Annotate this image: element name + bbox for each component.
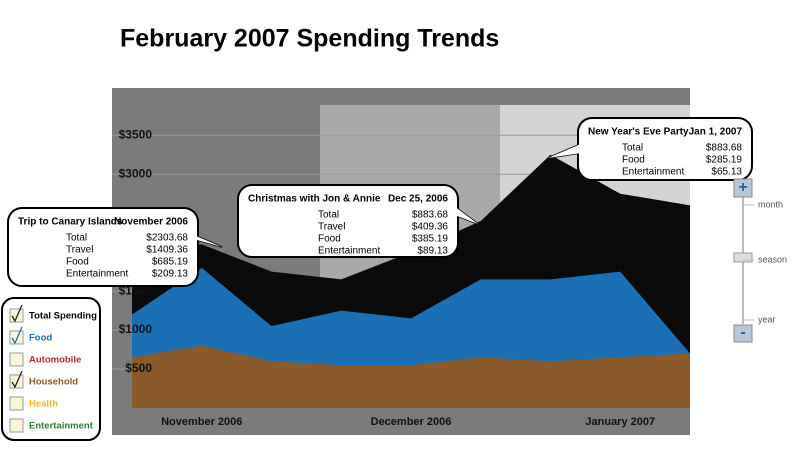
- x-tick-label: December 2006: [371, 416, 452, 428]
- callout-row-label: Food: [66, 257, 89, 268]
- callout-row-value: $285.19: [706, 155, 743, 166]
- callout-row-label: Total: [318, 210, 339, 221]
- callout-row-value: $685.19: [152, 257, 189, 268]
- legend-checkbox[interactable]: [9, 308, 24, 323]
- callout-row-label: Travel: [318, 222, 345, 233]
- callout-row-label: Food: [622, 155, 645, 166]
- callout-row-value: $1409.36: [146, 245, 188, 256]
- legend-checkbox[interactable]: [9, 418, 24, 433]
- x-tick-label: November 2006: [161, 416, 242, 428]
- callout-title: Trip to Canary Islands: [18, 217, 123, 228]
- legend-checkbox[interactable]: [9, 374, 24, 389]
- legend-label[interactable]: Total Spending: [29, 311, 97, 322]
- y-tick-label: $1000: [119, 322, 153, 336]
- callout-title: New Year's Eve Party: [588, 127, 689, 138]
- area-series: [132, 345, 690, 408]
- check-mark: [11, 304, 23, 323]
- callout-row-label: Travel: [66, 245, 93, 256]
- callout-date: November 2006: [114, 217, 188, 228]
- callout-row-value: $65.13: [711, 167, 742, 178]
- y-tick-label: $3000: [119, 166, 153, 180]
- callout-box: [7, 207, 199, 287]
- zoom-level-label[interactable]: month: [758, 199, 783, 209]
- callout-date: Dec 25, 2006: [388, 194, 448, 205]
- zoom-slider-handle[interactable]: [733, 252, 753, 263]
- zoom-in-label[interactable]: +: [738, 179, 747, 196]
- zoom-out-label[interactable]: -: [740, 324, 745, 341]
- page-title: February 2007 Spending Trends: [120, 25, 499, 53]
- x-tick-label: January 2007: [585, 416, 655, 428]
- callout-title: Christmas with Jon & Annie: [248, 194, 381, 205]
- callout-date: Jan 1, 2007: [689, 127, 743, 138]
- callout-row-label: Food: [318, 234, 341, 245]
- zoom-level-label[interactable]: season: [758, 254, 787, 264]
- callout-pointer-cover: [182, 230, 222, 247]
- callout-row-value: $89.13: [417, 246, 448, 257]
- callout-row-value: $385.19: [412, 234, 449, 245]
- callout-row-label: Total: [622, 143, 643, 154]
- legend-checkbox[interactable]: [9, 352, 24, 367]
- callout-box: [237, 184, 459, 258]
- callout-row-label: Entertainment: [622, 167, 684, 178]
- callout-row-value: $409.36: [412, 222, 449, 233]
- legend-label[interactable]: Health: [29, 399, 58, 410]
- legend-label[interactable]: Entertainment: [29, 421, 94, 432]
- legend-label[interactable]: Automobile: [29, 355, 81, 366]
- zoom-out-button[interactable]: [733, 324, 753, 343]
- callout-row-label: Entertainment: [66, 269, 128, 280]
- callout-row-label: Entertainment: [318, 246, 380, 257]
- callout-row-value: $883.68: [706, 143, 743, 154]
- check-mark: [11, 326, 23, 345]
- zoom-level-label[interactable]: year: [758, 314, 776, 324]
- legend-checkbox[interactable]: [9, 330, 24, 345]
- callout-row-value: $2303.68: [146, 233, 188, 244]
- legend-label[interactable]: Food: [29, 333, 52, 344]
- y-tick-label: $500: [125, 361, 152, 375]
- legend-label[interactable]: Household: [29, 377, 78, 388]
- callout-row-value: $209.13: [152, 269, 189, 280]
- y-tick-label: $3500: [119, 127, 153, 141]
- check-mark: [11, 370, 23, 389]
- callout-row-label: Total: [66, 233, 87, 244]
- callout-pointer-cover: [548, 140, 590, 158]
- callout-row-value: $883.68: [412, 210, 449, 221]
- zoom-in-button[interactable]: [733, 178, 753, 198]
- legend-box: [1, 297, 101, 441]
- callout-pointer-cover: [446, 200, 478, 224]
- legend-checkbox[interactable]: [9, 396, 24, 411]
